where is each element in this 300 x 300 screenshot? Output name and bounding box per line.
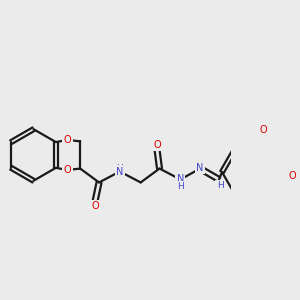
- Text: H: H: [177, 182, 184, 191]
- Text: N: N: [116, 167, 124, 176]
- Text: H: H: [116, 164, 123, 173]
- Text: N: N: [196, 163, 204, 172]
- Text: O: O: [288, 171, 296, 181]
- Text: O: O: [153, 140, 161, 150]
- Text: H: H: [217, 182, 224, 190]
- Text: O: O: [91, 201, 99, 211]
- Text: O: O: [64, 135, 71, 145]
- Text: O: O: [64, 165, 71, 175]
- Text: O: O: [259, 125, 267, 135]
- Text: N: N: [177, 175, 184, 184]
